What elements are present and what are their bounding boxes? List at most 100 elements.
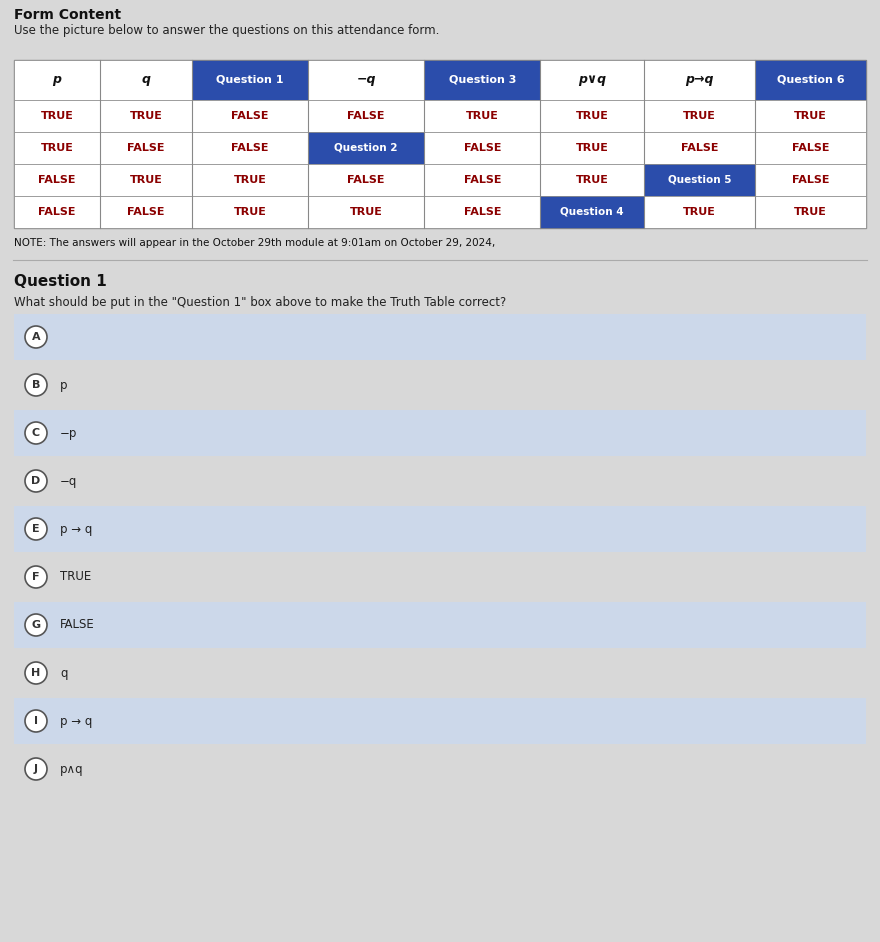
Text: FALSE: FALSE	[792, 143, 829, 153]
Circle shape	[25, 758, 47, 780]
Bar	[192, 132, 308, 164]
Bar	[14, 554, 866, 600]
Text: TRUE: TRUE	[129, 111, 162, 121]
Bar	[14, 650, 866, 696]
Text: TRUE: TRUE	[349, 207, 383, 217]
Bar	[14, 602, 866, 648]
Text: p∧q: p∧q	[60, 762, 84, 775]
Bar	[192, 164, 308, 196]
Text: D: D	[32, 476, 40, 486]
Bar	[755, 100, 866, 132]
Circle shape	[25, 326, 47, 348]
Bar	[540, 100, 644, 132]
Text: FALSE: FALSE	[680, 143, 718, 153]
Bar	[308, 164, 424, 196]
Bar	[14, 698, 866, 744]
Circle shape	[25, 662, 47, 684]
Circle shape	[25, 422, 47, 444]
Bar	[424, 196, 540, 228]
Text: TRUE: TRUE	[683, 111, 715, 121]
Bar	[14, 196, 99, 228]
Bar	[755, 196, 866, 228]
Text: TRUE: TRUE	[466, 111, 499, 121]
Text: Question 4: Question 4	[561, 207, 624, 217]
Text: TRUE: TRUE	[576, 175, 609, 185]
Bar	[192, 100, 308, 132]
Text: Question 1: Question 1	[216, 75, 283, 85]
Text: G: G	[32, 620, 40, 630]
Bar	[424, 60, 540, 100]
Bar	[308, 196, 424, 228]
Text: E: E	[33, 524, 40, 534]
Text: A: A	[32, 332, 40, 342]
Bar	[424, 132, 540, 164]
Circle shape	[25, 374, 47, 396]
Text: FALSE: FALSE	[38, 175, 76, 185]
Bar	[308, 132, 424, 164]
Bar	[755, 132, 866, 164]
Text: Form Content: Form Content	[14, 8, 121, 22]
Bar	[14, 746, 866, 792]
Bar	[644, 60, 755, 100]
Text: TRUE: TRUE	[233, 175, 267, 185]
Text: B: B	[32, 380, 40, 390]
Text: TRUE: TRUE	[683, 207, 715, 217]
Bar	[14, 164, 99, 196]
Text: FALSE: FALSE	[464, 175, 501, 185]
Text: p → q: p → q	[60, 714, 92, 727]
Text: J: J	[34, 764, 38, 774]
Circle shape	[25, 614, 47, 636]
Text: I: I	[34, 716, 38, 726]
Text: FALSE: FALSE	[127, 143, 165, 153]
Circle shape	[25, 518, 47, 540]
Text: p: p	[53, 73, 62, 87]
Text: TRUE: TRUE	[129, 175, 162, 185]
Text: TRUE: TRUE	[40, 111, 73, 121]
Bar	[424, 100, 540, 132]
Text: F: F	[33, 572, 40, 582]
Text: TRUE: TRUE	[576, 111, 609, 121]
Text: TRUE: TRUE	[576, 143, 609, 153]
Text: p → q: p → q	[60, 523, 92, 535]
Bar	[755, 60, 866, 100]
Bar	[644, 196, 755, 228]
Text: FALSE: FALSE	[464, 207, 501, 217]
Text: FALSE: FALSE	[231, 111, 268, 121]
Bar	[308, 60, 424, 100]
Bar	[192, 60, 308, 100]
Text: TRUE: TRUE	[40, 143, 73, 153]
Bar	[14, 60, 99, 100]
Text: FALSE: FALSE	[231, 143, 268, 153]
Text: FALSE: FALSE	[792, 175, 829, 185]
Bar	[99, 60, 192, 100]
Text: Question 6: Question 6	[777, 75, 844, 85]
Circle shape	[25, 710, 47, 732]
Text: FALSE: FALSE	[127, 207, 165, 217]
Text: −p: −p	[60, 427, 77, 440]
Text: FALSE: FALSE	[38, 207, 76, 217]
Bar	[14, 132, 99, 164]
Text: p: p	[60, 379, 68, 392]
Text: C: C	[32, 428, 40, 438]
Text: −q: −q	[60, 475, 77, 488]
Bar	[540, 132, 644, 164]
Bar	[14, 100, 99, 132]
Text: FALSE: FALSE	[464, 143, 501, 153]
Bar	[540, 60, 644, 100]
Bar	[192, 196, 308, 228]
Text: Question 1: Question 1	[14, 274, 106, 289]
Text: Use the picture below to answer the questions on this attendance form.: Use the picture below to answer the ques…	[14, 24, 439, 37]
Text: TRUE: TRUE	[233, 207, 267, 217]
Circle shape	[25, 470, 47, 492]
Text: Question 5: Question 5	[668, 175, 731, 185]
Bar	[99, 164, 192, 196]
Text: FALSE: FALSE	[348, 175, 385, 185]
Text: −q: −q	[356, 73, 376, 87]
Text: p→q: p→q	[686, 73, 714, 87]
Bar	[99, 132, 192, 164]
Text: TRUE: TRUE	[794, 111, 827, 121]
Text: Question 2: Question 2	[334, 143, 398, 153]
Bar	[14, 314, 866, 360]
Text: H: H	[32, 668, 40, 678]
Bar	[14, 458, 866, 504]
